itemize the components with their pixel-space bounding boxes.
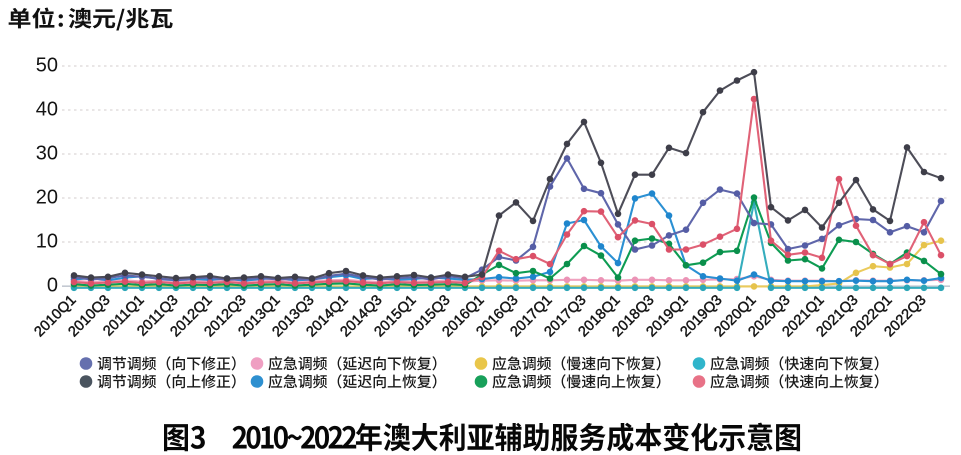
svg-text:50: 50: [36, 55, 58, 77]
svg-text:10: 10: [36, 231, 58, 253]
svg-text:0: 0: [47, 275, 58, 297]
svg-text:40: 40: [36, 99, 58, 121]
svg-text:20: 20: [36, 187, 58, 209]
svg-text:30: 30: [36, 143, 58, 165]
